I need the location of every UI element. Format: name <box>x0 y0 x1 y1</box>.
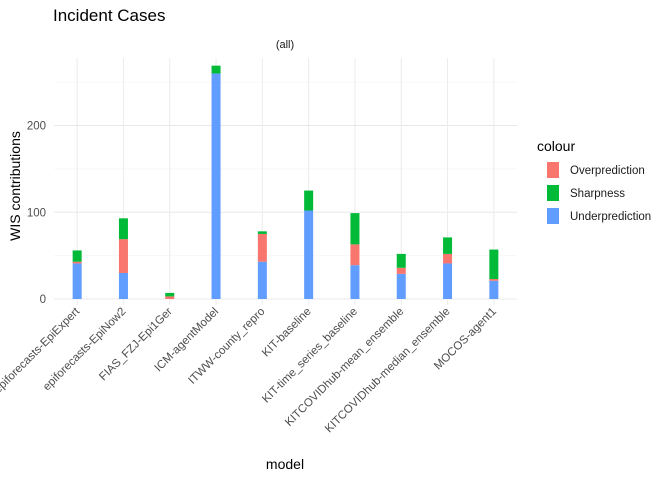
bar-underprediction <box>489 280 499 299</box>
bar-sharpness <box>396 253 406 268</box>
legend-title: colour <box>537 138 575 154</box>
bar-underprediction <box>304 210 314 299</box>
bar-overprediction <box>118 239 128 273</box>
chart-title: Incident Cases <box>53 6 165 25</box>
legend-key-overprediction <box>547 162 559 178</box>
bar-overprediction <box>396 267 406 274</box>
bar-underprediction <box>443 263 453 299</box>
x-axis-ticks: epiforecasts-EpiExpertepiforecasts-EpiNo… <box>0 305 499 435</box>
legend-key-underprediction <box>547 208 559 224</box>
bar-underprediction <box>350 265 360 299</box>
legend-key-sharpness <box>547 185 559 201</box>
bar-overprediction <box>489 279 499 281</box>
x-tick-label: epiforecasts-EpiExpert <box>0 305 83 396</box>
legend: colour Overprediction Sharpness Underpredi… <box>537 138 651 224</box>
bar-overprediction <box>165 296 175 299</box>
y-axis-label: WIS contributions <box>7 131 23 241</box>
bar-sharpness <box>257 231 267 234</box>
y-tick-label: 200 <box>27 121 46 133</box>
bar-sharpness <box>72 250 82 262</box>
facet-label: (all) <box>276 39 294 51</box>
x-tick-label: ITWW-county_repro <box>186 306 267 387</box>
bar-sharpness <box>165 292 175 297</box>
x-tick-label: KIT-time_series_baseline <box>260 306 360 406</box>
bar-sharpness <box>489 249 499 280</box>
bar-overprediction <box>350 244 360 266</box>
bars <box>72 65 499 299</box>
bar-overprediction <box>72 261 82 264</box>
bar-sharpness <box>304 190 314 211</box>
bar-sharpness <box>443 237 453 254</box>
x-tick-label: epiforecasts-EpiNow2 <box>41 306 129 394</box>
bar-overprediction <box>443 253 453 264</box>
bar-sharpness <box>350 213 360 245</box>
legend-label-overprediction: Overprediction <box>570 165 645 177</box>
bar-sharpness <box>118 218 128 240</box>
bar-underprediction <box>257 261 267 299</box>
legend-label-underprediction: Underprediction <box>570 211 651 223</box>
y-tick-label: 100 <box>27 207 46 219</box>
bar-underprediction <box>118 272 128 299</box>
bar-underprediction <box>396 273 406 299</box>
y-axis-ticks: 0 100 200 <box>27 121 46 307</box>
legend-label-sharpness: Sharpness <box>570 188 625 200</box>
bar-overprediction <box>257 233 267 262</box>
bar-underprediction <box>72 263 82 299</box>
x-axis-label: model <box>266 456 304 472</box>
y-tick-label: 0 <box>40 294 46 306</box>
bar-sharpness <box>211 65 221 74</box>
bar-underprediction <box>211 73 221 299</box>
